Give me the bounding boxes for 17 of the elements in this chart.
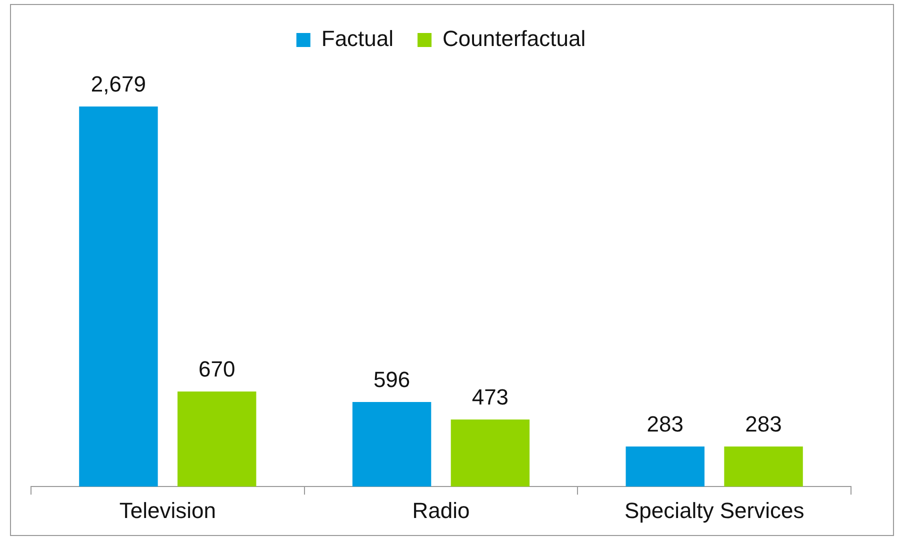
bar (352, 402, 432, 487)
data-label: 2,679 (90, 72, 146, 97)
bar (79, 106, 158, 487)
data-label: 596 (373, 367, 410, 392)
legend-label: Counterfactual (442, 26, 586, 52)
x-tick-label: Radio (412, 498, 470, 523)
data-label: 473 (472, 384, 509, 410)
bar (724, 446, 803, 487)
data-label: 283 (745, 412, 782, 437)
data-label: 670 (198, 356, 236, 382)
legend-label: Factual (321, 26, 394, 52)
bar (626, 446, 704, 487)
data-label: 283 (646, 412, 684, 437)
bar (450, 419, 530, 487)
bar (178, 392, 256, 487)
x-tick-label: Specialty Services (624, 498, 804, 523)
x-tick-label: Television (119, 498, 216, 523)
